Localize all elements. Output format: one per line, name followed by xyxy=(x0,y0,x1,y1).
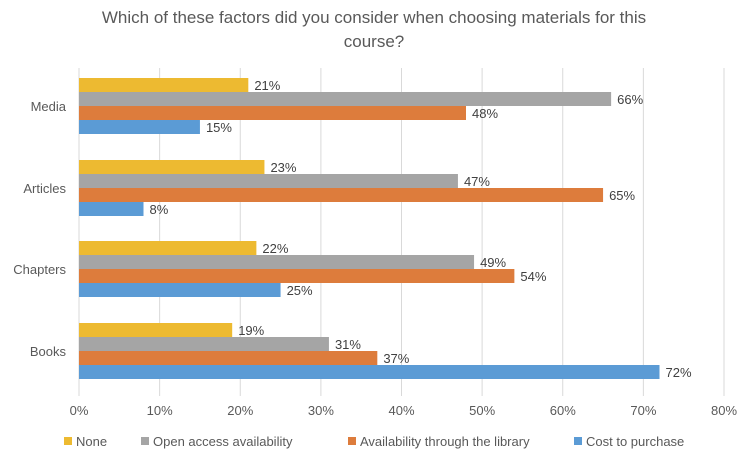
data-label: 23% xyxy=(270,160,296,175)
bar xyxy=(79,92,612,106)
bar xyxy=(79,337,329,351)
legend-swatch xyxy=(141,437,149,445)
chart-title: course? xyxy=(344,32,404,51)
data-label: 37% xyxy=(383,351,409,366)
legend-label: Cost to purchase xyxy=(586,434,684,449)
data-label: 66% xyxy=(617,92,643,107)
x-tick-label: 40% xyxy=(388,403,414,418)
bar xyxy=(79,106,466,120)
x-tick-label: 60% xyxy=(550,403,576,418)
data-label: 31% xyxy=(335,337,361,352)
bar xyxy=(79,255,475,269)
data-label: 54% xyxy=(520,269,546,284)
data-label: 19% xyxy=(238,323,264,338)
data-label: 48% xyxy=(472,106,498,121)
bar xyxy=(79,269,515,283)
data-label: 65% xyxy=(609,188,635,203)
x-tick-label: 70% xyxy=(630,403,656,418)
x-tick-label: 80% xyxy=(711,403,737,418)
data-label: 21% xyxy=(254,78,280,93)
x-tick-label: 50% xyxy=(469,403,495,418)
bar xyxy=(79,323,233,337)
data-label: 47% xyxy=(464,174,490,189)
bar xyxy=(79,202,144,216)
data-label: 15% xyxy=(206,120,232,135)
data-label: 22% xyxy=(262,241,288,256)
legend-label: None xyxy=(76,434,107,449)
bar xyxy=(79,351,378,365)
bar xyxy=(79,365,660,379)
x-tick-label: 20% xyxy=(227,403,253,418)
legend-swatch xyxy=(574,437,582,445)
x-tick-label: 0% xyxy=(70,403,89,418)
bar xyxy=(79,283,281,297)
legend-swatch xyxy=(64,437,72,445)
legend-swatch xyxy=(348,437,356,445)
bar xyxy=(79,160,265,174)
data-label: 49% xyxy=(480,255,506,270)
data-label: 25% xyxy=(287,283,313,298)
legend-label: Availability through the library xyxy=(360,434,530,449)
bar xyxy=(79,188,604,202)
bar xyxy=(79,120,200,134)
bar xyxy=(79,174,458,188)
bar xyxy=(79,78,249,92)
legend-label: Open access availability xyxy=(153,434,293,449)
bar xyxy=(79,241,257,255)
data-label: 8% xyxy=(150,202,169,217)
category-label: Books xyxy=(30,344,67,359)
x-tick-label: 10% xyxy=(147,403,173,418)
data-label: 72% xyxy=(666,365,692,380)
chart-title: Which of these factors did you consider … xyxy=(102,8,646,27)
category-label: Media xyxy=(31,99,67,114)
category-label: Articles xyxy=(23,181,66,196)
x-tick-label: 30% xyxy=(308,403,334,418)
category-label: Chapters xyxy=(13,262,66,277)
